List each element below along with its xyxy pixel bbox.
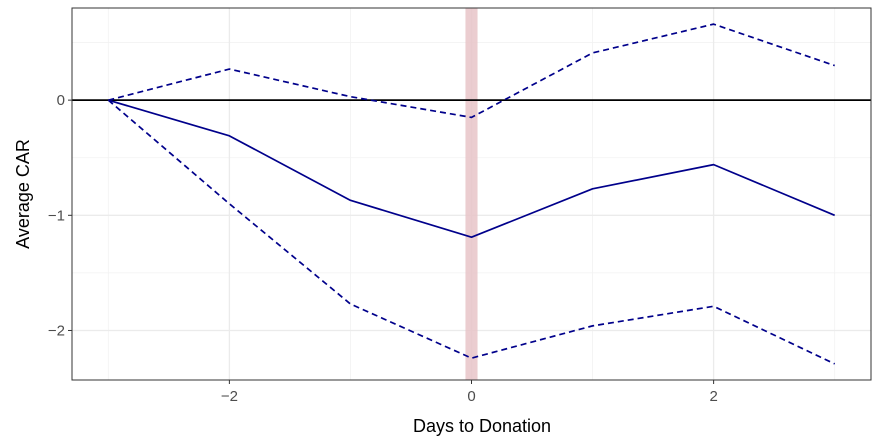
series-lines bbox=[107, 23, 836, 365]
donation-day-band bbox=[465, 8, 478, 380]
reference-band bbox=[465, 8, 478, 380]
y-axis: −2 −1 0 bbox=[48, 92, 72, 339]
series-line-upper-bound bbox=[108, 23, 835, 119]
y-axis-title: Average CAR bbox=[13, 139, 33, 249]
x-axis-title: Days to Donation bbox=[413, 416, 551, 436]
series-line-mean bbox=[108, 99, 836, 239]
y-tick-label: −2 bbox=[48, 322, 65, 339]
x-axis: −2 0 2 bbox=[221, 380, 718, 405]
y-tick-label: 0 bbox=[57, 92, 65, 109]
x-tick-label: 0 bbox=[467, 388, 475, 405]
y-tick-label: −1 bbox=[48, 207, 65, 224]
x-tick-label: 2 bbox=[709, 388, 717, 405]
x-tick-label: −2 bbox=[221, 388, 238, 405]
